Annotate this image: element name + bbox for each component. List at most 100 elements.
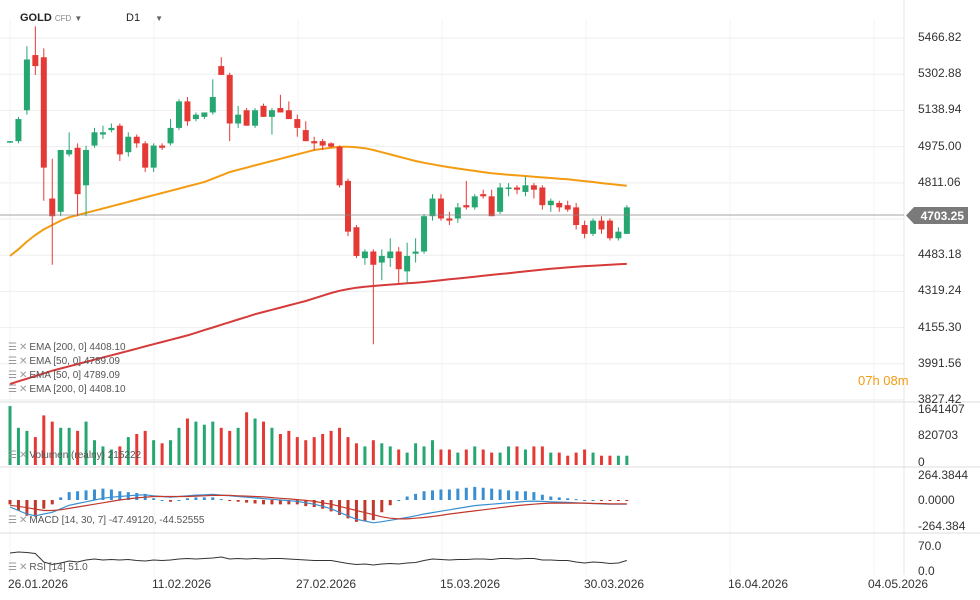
price-tick: 4975.00 [918, 138, 962, 153]
candle [514, 185, 520, 195]
candle [606, 218, 613, 241]
candle [277, 94, 284, 113]
candle-body [184, 101, 191, 122]
candle-body [192, 114, 199, 120]
candle [395, 247, 402, 285]
macd-histogram-bar [574, 499, 578, 501]
price-tick: 4811.06 [918, 174, 961, 189]
candle [480, 189, 487, 199]
candle [623, 205, 630, 234]
volume-bar [262, 421, 265, 465]
settings-icon[interactable]: ☰ [8, 450, 17, 461]
candle [429, 194, 436, 221]
settings-icon[interactable]: ☰ [8, 562, 17, 573]
macd-histogram-bar [93, 489, 96, 500]
price-tick: 4155.30 [918, 319, 962, 334]
ema-50-line [9, 145, 627, 257]
candle [328, 142, 335, 148]
volume-bar [152, 440, 156, 465]
candle-body [387, 251, 394, 259]
macd-histogram-bar [295, 500, 299, 505]
candle-body [573, 207, 580, 226]
macd-histogram-bar [287, 500, 291, 505]
candle-body [488, 196, 495, 217]
close-icon[interactable]: ✕ [18, 342, 27, 353]
candle-body [556, 202, 563, 208]
close-icon[interactable]: ✕ [18, 370, 27, 381]
macd-histogram-bar [202, 497, 206, 500]
candle [159, 143, 166, 150]
rsi-pane [9, 551, 627, 566]
candle [243, 108, 250, 126]
volume-bar [507, 446, 511, 465]
candle-body [243, 110, 250, 126]
macd-histogram-bar [101, 488, 105, 500]
volume-bar [608, 455, 612, 465]
indicator-ema-50[interactable]: ☰ ✕ EMA [50, 0] 4789.09 [8, 356, 120, 367]
candle-body [581, 225, 588, 234]
close-icon[interactable]: ✕ [18, 515, 27, 526]
candle [556, 200, 563, 212]
volume-bar [338, 427, 342, 465]
candle-body [32, 55, 39, 67]
candle [302, 121, 309, 142]
macd-histogram-bar [566, 498, 570, 500]
volume-bar [211, 421, 215, 465]
candle-body [336, 146, 343, 186]
close-icon[interactable]: ✕ [18, 562, 27, 573]
price-tick: 4319.24 [918, 283, 962, 298]
close-icon[interactable]: ✕ [18, 384, 27, 395]
volume-bar [439, 449, 443, 465]
price-tick: 4483.18 [918, 247, 962, 262]
date-tick: 11.02.2026 [152, 577, 212, 591]
volume-bar [515, 446, 519, 465]
close-icon[interactable]: ✕ [18, 450, 27, 461]
candle-body [370, 251, 377, 265]
settings-icon[interactable]: ☰ [8, 370, 17, 381]
macd-histogram-bar [42, 500, 46, 509]
close-icon[interactable]: ✕ [18, 356, 27, 367]
volume-bar [363, 446, 367, 465]
candle-body [623, 207, 630, 234]
macd-histogram-bar [228, 500, 232, 501]
macd-histogram-bar [194, 497, 198, 500]
indicator-label: EMA [50, 0] 4789.09 [29, 356, 120, 367]
indicator-ema-200-2[interactable]: ☰ ✕ EMA [200, 0] 4408.10 [8, 384, 126, 395]
candle-body [15, 119, 22, 142]
timeframe-selector[interactable]: D1 ▼ [126, 12, 163, 24]
candle [40, 48, 47, 201]
macd-histogram-bar [329, 500, 333, 512]
volume-bar [76, 430, 80, 465]
macd-histogram-bar [414, 493, 418, 500]
volume-bar [59, 427, 63, 465]
symbol-selector[interactable]: GOLD CFD ▼ [20, 12, 82, 24]
settings-icon[interactable]: ☰ [8, 515, 17, 526]
volume-bar [329, 430, 333, 465]
settings-icon[interactable]: ☰ [8, 384, 17, 395]
indicator-rsi[interactable]: ☰ ✕ RSI [14] 51.0 [8, 562, 88, 573]
macd-histogram-bar [388, 500, 392, 506]
indicator-ema-50-2[interactable]: ☰ ✕ EMA [50, 0] 4789.09 [8, 370, 120, 381]
volume-bar [422, 446, 426, 465]
date-tick: 04.05.2026 [868, 577, 929, 591]
volume-bar [591, 452, 595, 465]
candle-body [167, 127, 174, 144]
candle-body [285, 110, 292, 120]
macd-histogram-bar [363, 500, 367, 521]
candle [209, 79, 216, 115]
indicator-volume[interactable]: ☰ ✕ Volumen (reálny) 215222 [8, 450, 141, 461]
candle-body [539, 187, 546, 206]
candle-body [260, 105, 267, 117]
indicator-macd[interactable]: ☰ ✕ MACD [14, 30, 7] -47.49120, -44.52555 [8, 515, 204, 526]
candle [23, 46, 30, 115]
candle-body [23, 59, 30, 111]
settings-icon[interactable]: ☰ [8, 356, 17, 367]
settings-icon[interactable]: ☰ [8, 342, 17, 353]
indicator-ema-200[interactable]: ☰ ✕ EMA [200, 0] 4408.10 [8, 342, 126, 353]
volume-bar [177, 427, 181, 465]
price-tick: 5138.94 [918, 102, 962, 117]
candle [184, 96, 191, 126]
candle [252, 108, 259, 128]
candle-body [598, 220, 605, 230]
